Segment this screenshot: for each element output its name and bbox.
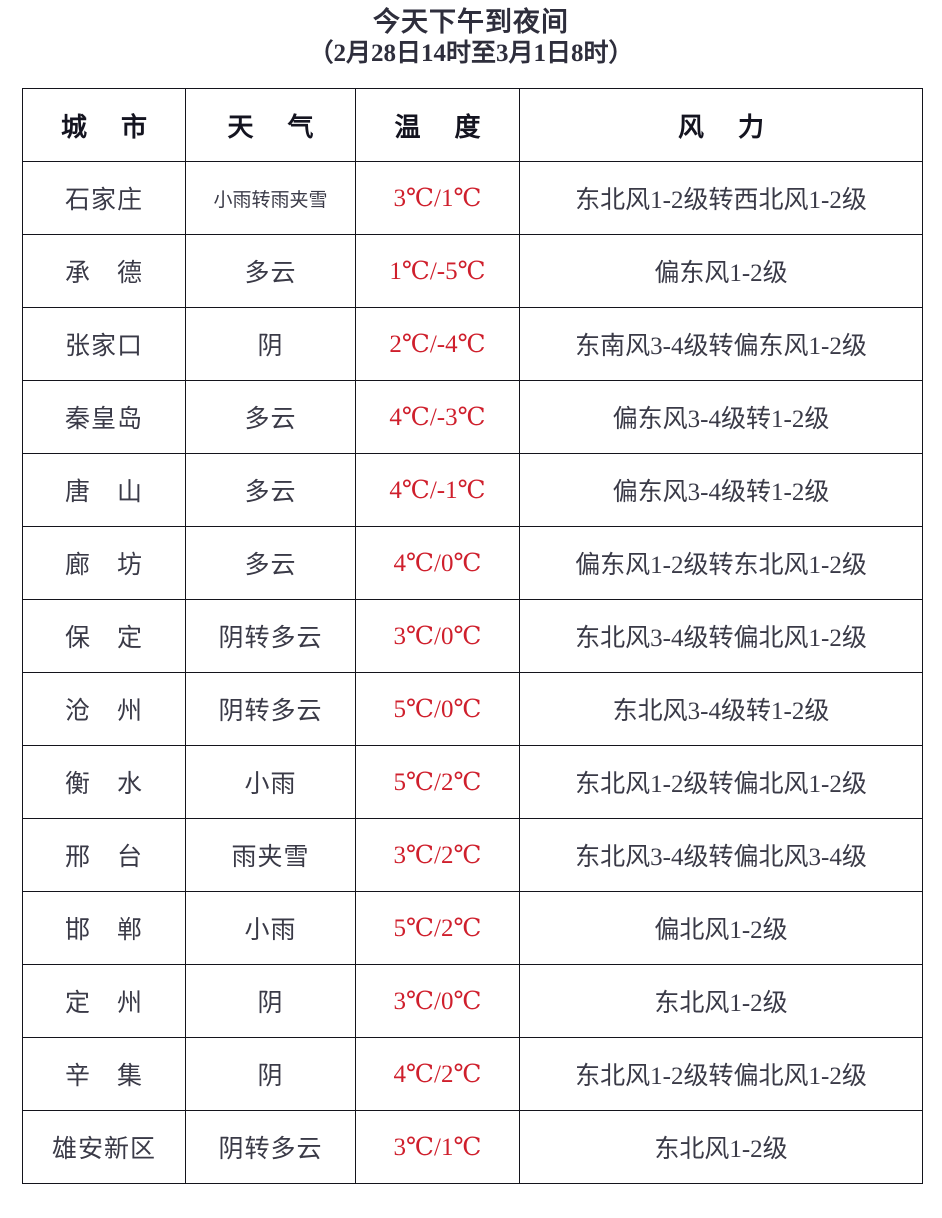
table-row: 廊 坊多云 4℃/0℃ 偏东风1-2级转东北风1-2级 [22, 526, 923, 600]
cell-wind: 偏北风1-2级 [519, 891, 923, 965]
cell-weather: 阴转多云 [185, 1110, 356, 1184]
cell-temperature: 3℃/1℃ [355, 161, 520, 235]
cell-temperature: 4℃/-3℃ [355, 380, 520, 454]
column-header-wind: 风 力 [519, 88, 923, 162]
title-period-range: （2月28日14时至3月1日8时） [308, 40, 634, 67]
cell-wind: 东北风3-4级转偏北风3-4级 [519, 818, 923, 892]
cell-wind: 偏东风1-2级 [519, 234, 923, 308]
cell-wind: 东北风1-2级 [519, 964, 923, 1038]
cell-weather: 雨夹雪 [185, 818, 356, 892]
table-body: 石家庄 小雨转雨夹雪 3℃/1℃ 东北风1-2级转西北风1-2级承 德多云 1℃/-5℃… [22, 161, 923, 1184]
cell-weather: 小雨转雨夹雪 [185, 161, 356, 235]
cell-wind: 东北风1-2级转偏北风1-2级 [519, 1037, 923, 1111]
cell-wind: 东北风1-2级转偏北风1-2级 [519, 745, 923, 819]
table-row: 沧 州阴转多云 5℃/0℃ 东北风3-4级转1-2级 [22, 672, 923, 746]
cell-wind: 东北风3-4级转偏北风1-2级 [519, 599, 923, 673]
weather-table: 城 市 天 气 温 度 风 力 石家庄 小雨转雨夹雪 3℃/1℃ 东北风1-2级转西北… [22, 88, 923, 1184]
table-row: 定 州阴 3℃/0℃ 东北风1-2级 [22, 964, 923, 1038]
cell-wind: 东南风3-4级转偏东风1-2级 [519, 307, 923, 381]
table-row: 辛 集阴 4℃/2℃ 东北风1-2级转偏北风1-2级 [22, 1037, 923, 1111]
column-header-weather: 天 气 [185, 88, 356, 162]
cell-wind: 东北风1-2级 [519, 1110, 923, 1184]
page-title: 今天下午到夜间 （2月28日14时至3月1日8时） [0, 0, 942, 70]
table-header-row: 城 市 天 气 温 度 风 力 [22, 88, 923, 162]
table-row: 张家口阴 2℃/-4℃ 东南风3-4级转偏东风1-2级 [22, 307, 923, 381]
cell-weather: 多云 [185, 380, 356, 454]
table-header: 城 市 天 气 温 度 风 力 [22, 88, 923, 162]
cell-wind: 东北风1-2级转西北风1-2级 [519, 161, 923, 235]
column-header-temperature: 温 度 [355, 88, 520, 162]
cell-city: 邯 郸 [22, 891, 186, 965]
cell-weather: 多云 [185, 526, 356, 600]
cell-city: 定 州 [22, 964, 186, 1038]
table-row: 邯 郸小雨 5℃/2℃ 偏北风1-2级 [22, 891, 923, 965]
cell-temperature: 4℃/2℃ [355, 1037, 520, 1111]
cell-weather: 阴 [185, 1037, 356, 1111]
cell-temperature: 5℃/0℃ [355, 672, 520, 746]
table-row: 秦皇岛 多云 4℃/-3℃ 偏东风3-4级转1-2级 [22, 380, 923, 454]
table-row: 保 定阴转多云 3℃/0℃ 东北风3-4级转偏北风1-2级 [22, 599, 923, 673]
cell-weather: 阴转多云 [185, 599, 356, 673]
cell-temperature: 5℃/2℃ [355, 891, 520, 965]
cell-temperature: 1℃/-5℃ [355, 234, 520, 308]
column-header-city: 城 市 [22, 88, 186, 162]
table-row: 石家庄 小雨转雨夹雪 3℃/1℃ 东北风1-2级转西北风1-2级 [22, 161, 923, 235]
title-primary: 今天下午到夜间 [373, 7, 569, 37]
cell-weather: 小雨 [185, 745, 356, 819]
table-row: 雄安新区 阴转多云 3℃/1℃ 东北风1-2级 [22, 1110, 923, 1184]
cell-weather: 阴 [185, 307, 356, 381]
cell-temperature: 3℃/2℃ [355, 818, 520, 892]
cell-city: 秦皇岛 [22, 380, 186, 454]
cell-city: 衡 水 [22, 745, 186, 819]
cell-city: 雄安新区 [22, 1110, 186, 1184]
table-row: 承 德多云 1℃/-5℃ 偏东风1-2级 [22, 234, 923, 308]
cell-city: 石家庄 [22, 161, 186, 235]
cell-temperature: 5℃/2℃ [355, 745, 520, 819]
cell-temperature: 4℃/0℃ [355, 526, 520, 600]
table-row: 衡 水小雨 5℃/2℃ 东北风1-2级转偏北风1-2级 [22, 745, 923, 819]
cell-weather: 多云 [185, 453, 356, 527]
cell-wind: 偏东风3-4级转1-2级 [519, 453, 923, 527]
cell-wind: 东北风3-4级转1-2级 [519, 672, 923, 746]
cell-city: 唐 山 [22, 453, 186, 527]
cell-city: 保 定 [22, 599, 186, 673]
cell-temperature: 4℃/-1℃ [355, 453, 520, 527]
cell-wind: 偏东风1-2级转东北风1-2级 [519, 526, 923, 600]
cell-city: 廊 坊 [22, 526, 186, 600]
cell-temperature: 3℃/0℃ [355, 964, 520, 1038]
cell-city: 辛 集 [22, 1037, 186, 1111]
cell-city: 邢 台 [22, 818, 186, 892]
cell-city: 承 德 [22, 234, 186, 308]
cell-weather: 小雨 [185, 891, 356, 965]
cell-weather: 阴转多云 [185, 672, 356, 746]
table-row: 邢 台雨夹雪 3℃/2℃ 东北风3-4级转偏北风3-4级 [22, 818, 923, 892]
weather-table-container: 城 市 天 气 温 度 风 力 石家庄 小雨转雨夹雪 3℃/1℃ 东北风1-2级转西北… [22, 88, 923, 1184]
cell-city: 张家口 [22, 307, 186, 381]
cell-weather: 阴 [185, 964, 356, 1038]
table-row: 唐 山多云 4℃/-1℃ 偏东风3-4级转1-2级 [22, 453, 923, 527]
cell-temperature: 3℃/1℃ [355, 1110, 520, 1184]
cell-temperature: 2℃/-4℃ [355, 307, 520, 381]
cell-weather: 多云 [185, 234, 356, 308]
cell-wind: 偏东风3-4级转1-2级 [519, 380, 923, 454]
cell-temperature: 3℃/0℃ [355, 599, 520, 673]
cell-city: 沧 州 [22, 672, 186, 746]
